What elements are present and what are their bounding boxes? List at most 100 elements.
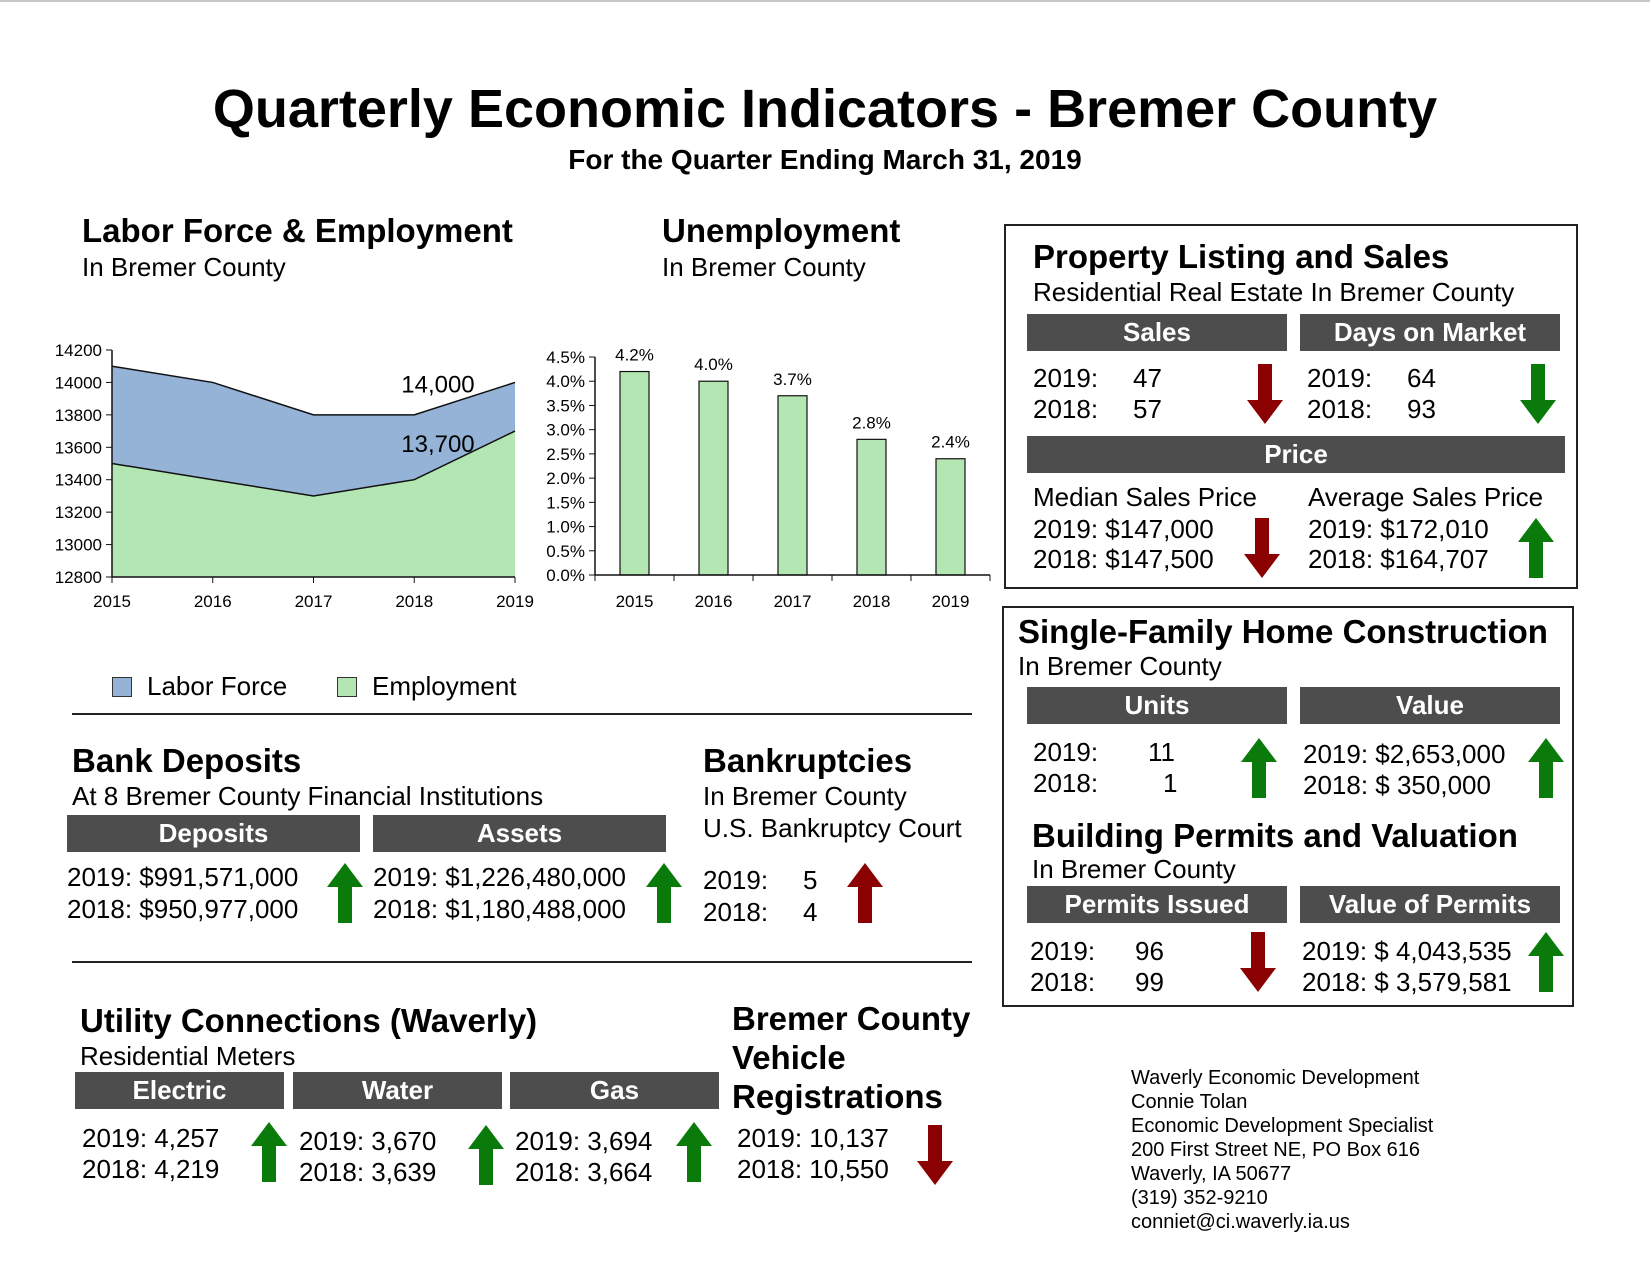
up-arrow-icon <box>468 1125 504 1185</box>
x-tick-label: 2018 <box>395 592 433 611</box>
vehicle-title-line3: Registrations <box>732 1078 943 1115</box>
permits-2019-label: 2019: <box>1030 936 1096 966</box>
legend-label-employment: Employment <box>372 671 517 701</box>
bankruptcies-2018-value: 4 <box>803 897 818 927</box>
average-2019: 2019: $172,010 <box>1308 514 1489 544</box>
x-tick-label: 2018 <box>853 592 891 611</box>
deposits-2019: 2019: $991,571,000 <box>67 862 299 892</box>
value-header: Value <box>1300 687 1560 724</box>
y-tick-label: 3.5% <box>546 396 585 415</box>
contact-line: Connie Tolan <box>1131 1091 1248 1113</box>
down-arrow-icon <box>1240 932 1276 992</box>
contact-line: Waverly Economic Development <box>1131 1067 1420 1089</box>
contact-line: Waverly, IA 50677 <box>1131 1163 1292 1185</box>
down-arrow-icon <box>1520 364 1556 424</box>
assets-2019: 2019: $1,226,480,000 <box>373 862 627 892</box>
up-arrow-icon <box>847 863 883 923</box>
y-tick-label: 4.5% <box>546 348 585 367</box>
electric-header: Electric <box>75 1072 284 1109</box>
construction-value-2019: 2019: $2,653,000 <box>1303 739 1506 769</box>
assets-header: Assets <box>373 815 666 852</box>
y-tick-label: 13400 <box>55 471 102 490</box>
legend-swatch-labor-force <box>112 677 132 697</box>
unemployment-bar <box>935 458 966 576</box>
down-arrow-icon <box>917 1125 953 1185</box>
x-tick-label: 2015 <box>93 592 131 611</box>
up-arrow-icon <box>646 863 682 923</box>
bankruptcies-title: Bankruptcies <box>703 742 913 779</box>
y-tick-label: 0.0% <box>546 566 585 585</box>
x-tick-label: 2015 <box>616 592 654 611</box>
construction-title: Single-Family Home Construction <box>1018 613 1548 650</box>
up-arrow-icon <box>676 1122 712 1182</box>
section-divider <box>72 713 972 715</box>
y-tick-label: 13600 <box>55 438 102 457</box>
x-tick-label: 2017 <box>774 592 812 611</box>
gas-2019: 2019: 3,694 <box>515 1126 653 1156</box>
x-tick-label: 2019 <box>496 592 534 611</box>
permits-subtitle: In Bremer County <box>1032 854 1236 884</box>
labor-title: Labor Force & Employment <box>82 212 513 249</box>
y-tick-label: 13000 <box>55 536 102 555</box>
days-on-market-header: Days on Market <box>1300 314 1560 351</box>
annotation-employment: 13,700 <box>401 431 474 458</box>
utility-subtitle: Residential Meters <box>80 1041 296 1071</box>
section-divider <box>72 961 972 963</box>
average-2018: 2018: $164,707 <box>1308 544 1489 574</box>
contact-line: 200 First Street NE, PO Box 616 <box>1131 1139 1421 1161</box>
labor-force-line <box>111 365 516 416</box>
unemployment-title: Unemployment <box>662 212 901 249</box>
water-header: Water <box>293 1072 502 1109</box>
y-tick-label: 1.5% <box>546 493 585 512</box>
x-tick-label: 2019 <box>932 592 970 611</box>
bar-data-label: 3.7% <box>773 370 812 389</box>
sales-2018-label: 2018: <box>1033 394 1099 424</box>
contact-email[interactable]: conniet@ci.waverly.ia.us <box>1131 1211 1350 1233</box>
vehicle-2018: 2018: 10,550 <box>737 1154 889 1184</box>
bar-data-label: 2.4% <box>931 433 970 452</box>
unemployment-bar <box>856 438 887 576</box>
assets-2018: 2018: $1,180,488,000 <box>373 894 627 924</box>
bar-data-label: 4.0% <box>694 355 733 374</box>
contact-block: Waverly Economic Development Connie Tolan… <box>1131 1066 1433 1234</box>
bar-data-label: 4.2% <box>615 346 654 365</box>
labor-force-area-chart: 12800 13000 13200 13400 13600 13800 14000 14200… <box>55 341 534 611</box>
utility-title: Utility Connections (Waverly) <box>80 1002 538 1039</box>
bankruptcies-2019-value: 5 <box>803 865 818 895</box>
legend-label-labor-force: Labor Force <box>147 671 288 701</box>
x-tick-label: 2016 <box>194 592 232 611</box>
dom-2019-value: 64 <box>1407 363 1436 393</box>
x-tick-label: 2017 <box>295 592 333 611</box>
water-2019: 2019: 3,670 <box>299 1126 437 1156</box>
unemployment-bar <box>698 380 729 576</box>
permit-value-2018: 2018: $ 3,579,581 <box>1302 967 1512 997</box>
permits-title: Building Permits and Valuation <box>1032 817 1518 854</box>
sales-2019-label: 2019: <box>1033 363 1099 393</box>
down-arrow-icon <box>1244 518 1280 578</box>
water-2018: 2018: 3,639 <box>299 1157 437 1187</box>
up-arrow-icon <box>1241 738 1277 798</box>
deposits-header: Deposits <box>67 815 360 852</box>
up-arrow-icon <box>1528 932 1564 992</box>
electric-2019: 2019: 4,257 <box>82 1123 220 1153</box>
bar-data-label: 2.8% <box>852 413 891 432</box>
unemployment-bar-chart: 4.2% 2015 4.0% 2016 3.7% 2017 2.8% 2018 2.4% 2019… <box>546 346 991 611</box>
electric-2018: 2018: 4,219 <box>82 1154 220 1184</box>
property-subtitle: Residential Real Estate In Bremer County <box>1033 277 1515 307</box>
bankruptcies-subtitle: In Bremer County <box>703 781 907 811</box>
units-2018-value: 1 <box>1163 768 1178 798</box>
units-header: Units <box>1027 687 1287 724</box>
average-sales-price-label: Average Sales Price <box>1308 482 1544 512</box>
up-arrow-icon <box>1518 518 1554 578</box>
price-header: Price <box>1027 436 1565 473</box>
property-title: Property Listing and Sales <box>1033 238 1450 275</box>
contact-line: Economic Development Specialist <box>1131 1115 1434 1137</box>
bankruptcies-court: U.S. Bankruptcy Court <box>703 813 962 843</box>
dom-2018-label: 2018: <box>1307 394 1373 424</box>
y-tick-label: 13800 <box>55 406 102 425</box>
bankruptcies-2019-label: 2019: <box>703 865 769 895</box>
down-arrow-icon <box>1247 364 1283 424</box>
median-sales-price-label: Median Sales Price <box>1033 482 1257 512</box>
annotation-labor-force: 14,000 <box>401 371 474 398</box>
bank-title: Bank Deposits <box>72 742 302 779</box>
